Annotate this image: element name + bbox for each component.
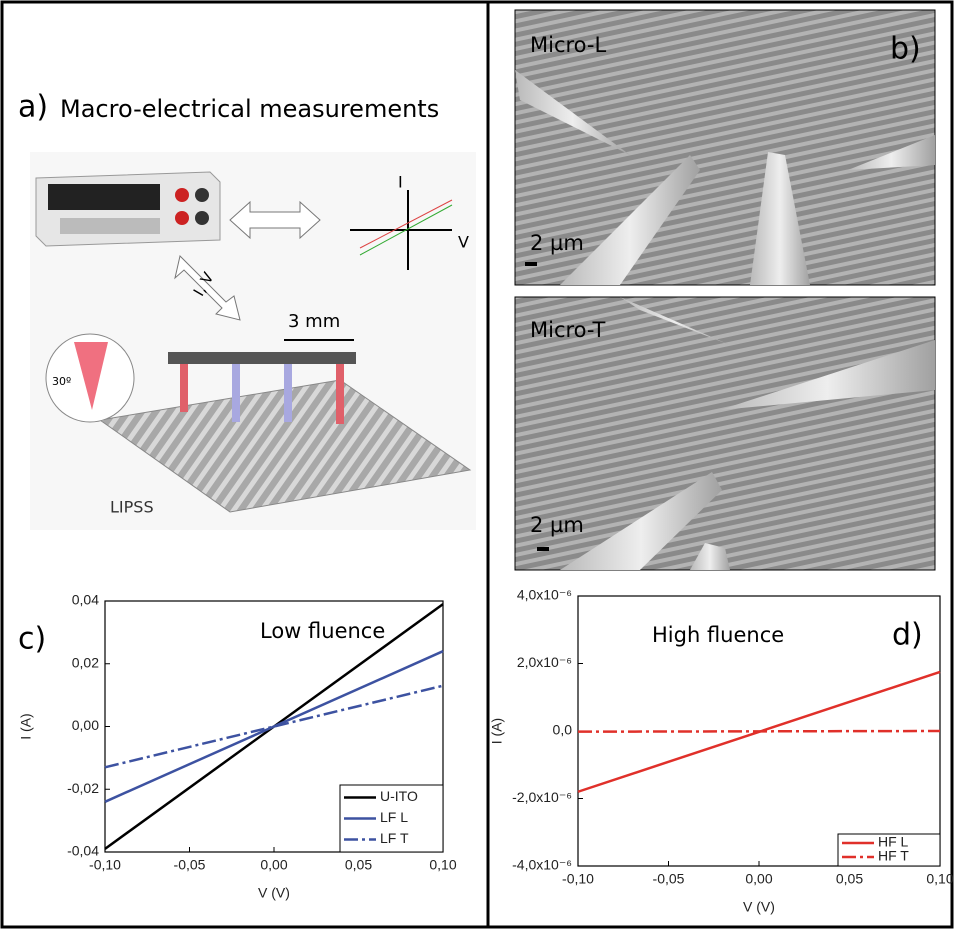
angle-label: 30º xyxy=(52,375,71,388)
y-axis-label: I (A) xyxy=(18,713,34,739)
panel-label: d) xyxy=(892,618,923,653)
axis-label: V xyxy=(458,233,469,252)
legend-label: U-ITO xyxy=(380,788,418,804)
y-tick-label: 0,02 xyxy=(72,654,99,670)
y-tick-label: 0,0 xyxy=(553,722,573,738)
x-tick-label: 0,05 xyxy=(836,871,863,887)
series-line xyxy=(578,731,940,732)
x-axis-label: V (V) xyxy=(743,899,775,915)
x-tick-label: 0,10 xyxy=(926,871,953,887)
y-tick-label: 4,0x10⁻⁶ xyxy=(517,587,572,603)
panel-title: Macro-electrical measurements xyxy=(60,95,439,123)
image-title: Micro-T xyxy=(530,318,606,342)
panel-label: c) xyxy=(18,622,46,657)
x-tick-label: 0,00 xyxy=(260,857,287,873)
x-tick-label: -0,05 xyxy=(653,871,685,887)
y-tick-label: 0,04 xyxy=(72,592,99,608)
sample-label: LIPSS xyxy=(110,498,154,517)
x-tick-label: 0,00 xyxy=(745,871,772,887)
x-tick-label: -0,10 xyxy=(89,857,121,873)
x-tick-label: 0,10 xyxy=(429,857,456,873)
y-tick-label: -2,0x10⁻⁶ xyxy=(512,789,572,805)
figure: a) Macro-electrical measurements I, V I … xyxy=(0,0,954,929)
probe-bar xyxy=(168,352,356,364)
legend-label: LF L xyxy=(380,809,408,825)
y-tick-label: 0,00 xyxy=(72,717,99,733)
legend-label: HF T xyxy=(878,848,909,864)
x-tick-label: 0,05 xyxy=(345,857,372,873)
scale-label: 2 µm xyxy=(530,231,584,255)
annotation: High fluence xyxy=(652,623,784,647)
instrument xyxy=(36,172,220,246)
series-line xyxy=(105,651,443,802)
panel-label: b) xyxy=(890,32,921,67)
panel-label: a) xyxy=(18,90,48,125)
x-tick-label: -0,05 xyxy=(174,857,206,873)
axis-label: I xyxy=(398,173,403,192)
y-tick-label: 2,0x10⁻⁶ xyxy=(517,654,572,670)
x-tick-label: -0,10 xyxy=(562,871,594,887)
x-axis-label: V (V) xyxy=(258,885,290,901)
scale-label: 2 µm xyxy=(530,513,584,537)
distance-label: 3 mm xyxy=(288,311,340,332)
y-axis-label: I (A) xyxy=(489,718,505,744)
legend-label: LF T xyxy=(380,830,409,846)
image-title: Micro-L xyxy=(530,33,606,57)
annotation: Low fluence xyxy=(260,619,385,643)
y-tick-label: -0,02 xyxy=(67,780,99,796)
